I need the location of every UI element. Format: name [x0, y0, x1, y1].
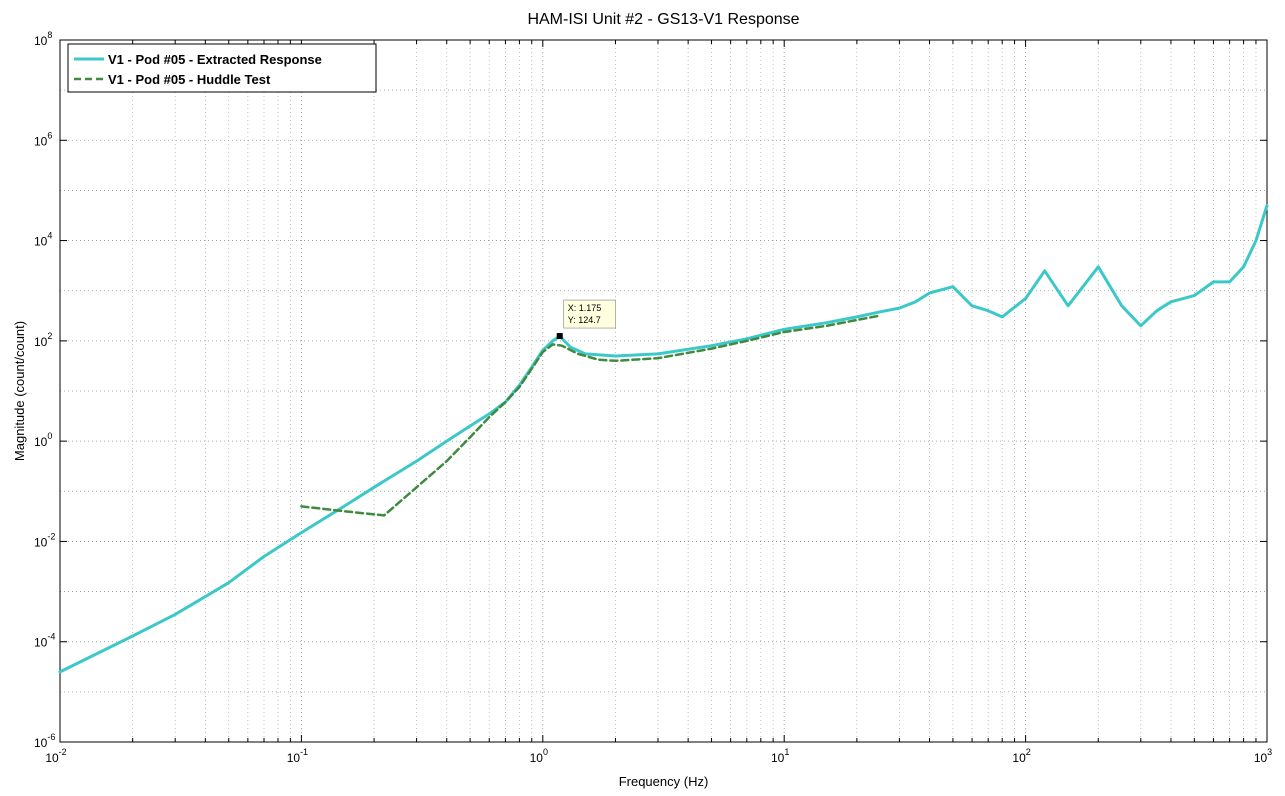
datatip-box [563, 299, 617, 329]
x-tick-base: 10 [1012, 751, 1026, 765]
datatip-marker [556, 333, 563, 340]
y-tick-base: 10 [34, 235, 48, 249]
y-tick-base: 10 [34, 34, 48, 48]
y-tick-exponent: -2 [47, 531, 55, 541]
x-axis-title: Frequency (Hz) [619, 774, 709, 789]
series-layer [58, 204, 1269, 674]
datatip-annotation[interactable]: X: 1.175 Y: 124.7 [556, 299, 617, 340]
y-tick-label: 108 [34, 30, 52, 48]
y-tick-exponent: 4 [47, 231, 52, 241]
x-tick-base: 10 [771, 751, 785, 765]
x-tick-exponent: 2 [1026, 747, 1031, 757]
y-tick-exponent: 0 [47, 431, 52, 441]
y-tick-base: 10 [34, 134, 48, 148]
axis-ticks: 10-2 10-1 100 101 102 10310-610-410-210010210… [34, 30, 1272, 765]
x-tick-exponent: 3 [1267, 747, 1272, 757]
plot-area-frame [59, 39, 1268, 743]
y-tick-label: 10-4 [34, 632, 55, 650]
datatip-y-label: Y: 124.7 [568, 315, 601, 325]
y-tick-label: 10-6 [34, 732, 55, 750]
x-tick-label: 101 [771, 747, 789, 765]
x-tick-base: 10 [1254, 751, 1268, 765]
y-tick-base: 10 [34, 736, 48, 750]
x-tick-label: 10-2 [45, 747, 66, 765]
chart-title: HAM-ISI Unit #2 - GS13-V1 Response [527, 11, 799, 28]
datatip-x-label: X: 1.175 [568, 303, 602, 313]
legend: V1 - Pod #05 - Extracted Response V1 - Po… [67, 43, 377, 93]
x-tick-exponent: -2 [59, 747, 67, 757]
grid [59, 39, 1268, 743]
x-tick-label: 100 [530, 747, 548, 765]
y-axis-title: Magnitude (count/count) [12, 321, 27, 461]
y-tick-label: 100 [34, 431, 52, 449]
y-tick-base: 10 [34, 636, 48, 650]
legend-box [67, 43, 377, 93]
legend-label-1: V1 - Pod #05 - Extracted Response [108, 52, 322, 67]
x-tick-exponent: 1 [784, 747, 789, 757]
y-tick-exponent: -6 [47, 732, 55, 742]
y-tick-base: 10 [34, 435, 48, 449]
y-tick-base: 10 [34, 335, 48, 349]
y-tick-exponent: -4 [47, 632, 55, 642]
x-tick-base: 10 [530, 751, 544, 765]
y-tick-label: 106 [34, 130, 52, 148]
y-tick-exponent: 8 [47, 30, 52, 40]
x-tick-exponent: -1 [300, 747, 308, 757]
y-tick-exponent: 6 [47, 130, 52, 140]
y-tick-label: 104 [34, 231, 52, 249]
y-tick-exponent: 2 [47, 331, 52, 341]
y-tick-base: 10 [34, 535, 48, 549]
legend-label-2: V1 - Pod #05 - Huddle Test [108, 72, 271, 87]
series-line-2 [300, 314, 882, 517]
x-tick-label: 103 [1254, 747, 1272, 765]
x-tick-label: 10-1 [287, 747, 308, 765]
y-tick-label: 102 [34, 331, 52, 349]
x-tick-label: 102 [1012, 747, 1030, 765]
x-tick-base: 10 [45, 751, 59, 765]
series-line-1 [58, 204, 1269, 674]
x-tick-base: 10 [287, 751, 301, 765]
x-tick-exponent: 0 [543, 747, 548, 757]
y-tick-label: 10-2 [34, 531, 55, 549]
